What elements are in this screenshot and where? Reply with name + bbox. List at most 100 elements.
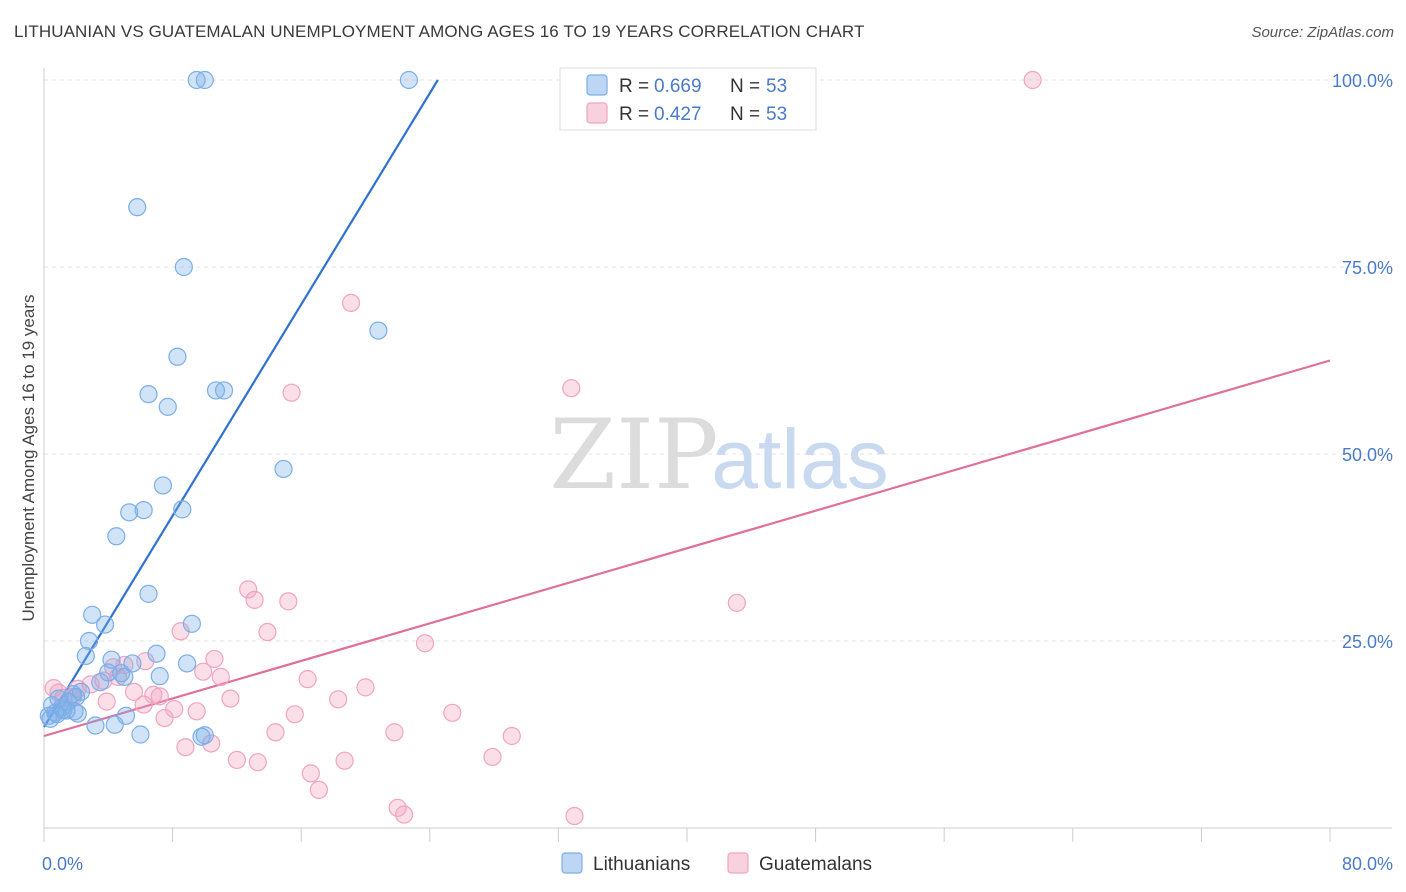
legend-swatch-1 [586,102,608,124]
point-0-7 [139,385,158,404]
point-0-31 [112,664,131,683]
legend-swatch-0 [586,74,608,96]
legend-r-value-0: 0.669 [654,76,702,97]
bottom-legend-label-1: Guatemalans [759,854,872,875]
point-0-49 [131,725,150,744]
point-1-44 [483,747,502,767]
point-0-3 [128,198,147,217]
tick-labels: 25.0% 50.0% 75.0% 100.0% 0.0% 80.0% [42,71,1393,874]
point-1-35 [155,708,174,728]
source-label: Source: ZipAtlas.com [1251,24,1394,41]
y-axis-label: Unemployment Among Ages 16 to 19 years [19,295,38,622]
y-tick-label-2: 75.0% [1342,258,1393,278]
point-0-26 [177,654,197,673]
point-1-1 [341,293,361,313]
grid-lines [44,79,1392,642]
point-0-21 [79,631,99,651]
point-0-1 [195,70,214,90]
point-1-39 [176,738,195,757]
point-0-10 [158,397,177,416]
point-0-22 [147,644,166,663]
point-0-47 [105,715,124,734]
point-1-29 [97,692,116,711]
point-1-13 [205,649,224,669]
point-1-14 [194,662,213,681]
point-1-45 [301,764,320,783]
point-1-0 [1023,70,1042,90]
point-1-5 [239,580,258,599]
y-tick-label-1: 50.0% [1342,445,1393,465]
point-0-28 [150,667,169,686]
x-tick-label-max: 80.0% [1342,854,1393,874]
bottom-legend-swatch-1 [727,852,749,874]
point-0-52 [41,709,60,728]
legend-n-value-0: 53 [766,76,787,97]
legend-r-label-1: R = [619,104,649,125]
bottom-legend-label-0: Lithuanians [593,854,690,875]
bottom-legend-swatch-0 [561,852,583,874]
point-0-9 [214,381,234,400]
point-1-25 [150,687,169,706]
bottom-legend: Lithuanians Guatemalans [561,852,872,875]
point-1-27 [221,689,240,708]
point-0-16 [107,527,126,546]
point-1-10 [415,634,435,653]
point-1-23 [124,682,144,701]
data-points [39,70,1042,826]
watermark: ZIP atlas [549,399,888,511]
point-1-2 [562,379,581,398]
point-1-28 [329,690,348,709]
point-0-15 [120,503,139,522]
point-1-15 [211,667,230,687]
point-1-42 [248,753,267,772]
point-0-23 [76,646,95,666]
legend-n-label-0: N = [730,76,760,97]
point-0-13 [134,501,153,520]
point-0-2 [399,70,419,90]
point-1-4 [727,593,746,612]
point-0-11 [274,459,293,479]
point-1-49 [565,806,584,826]
legend-n-value-1: 53 [766,104,787,125]
point-0-5 [369,321,388,340]
watermark-zip: ZIP [549,399,718,511]
point-1-41 [227,750,246,770]
point-0-30 [91,673,110,692]
point-1-30 [134,695,153,714]
chart-title: LITHUANIAN VS GUATEMALAN UNEMPLOYMENT AM… [14,22,865,41]
point-0-45 [68,704,87,723]
point-1-36 [266,723,285,742]
point-1-48 [394,805,414,824]
legend-r-value-1: 0.427 [654,104,702,125]
point-0-12 [153,476,173,495]
point-1-24 [144,685,163,704]
legend: R = 0.669 N = 53 R = 0.427 N = 53 [559,67,817,131]
point-0-18 [83,605,102,624]
point-1-38 [502,726,521,746]
point-1-37 [385,723,404,742]
point-1-46 [309,780,328,799]
point-0-20 [95,615,115,634]
y-tick-label-3: 100.0% [1332,71,1393,91]
point-1-3 [282,383,301,402]
point-1-47 [388,798,407,817]
trend-line-0 [43,79,439,728]
point-0-6 [168,347,187,366]
trend-lines [43,79,1331,738]
point-0-19 [182,614,201,633]
point-1-33 [285,705,304,724]
point-0-4 [174,257,193,277]
point-1-32 [187,702,206,721]
point-0-48 [86,716,105,735]
trend-line-1 [43,359,1331,738]
x-tick-label-min: 0.0% [42,854,83,874]
point-1-7 [279,592,298,611]
point-1-34 [443,703,462,722]
watermark-atlas: atlas [711,412,888,506]
point-1-43 [335,751,354,770]
point-0-14 [173,500,192,519]
point-0-17 [139,584,158,603]
point-0-51 [195,726,214,745]
point-1-9 [258,622,277,642]
